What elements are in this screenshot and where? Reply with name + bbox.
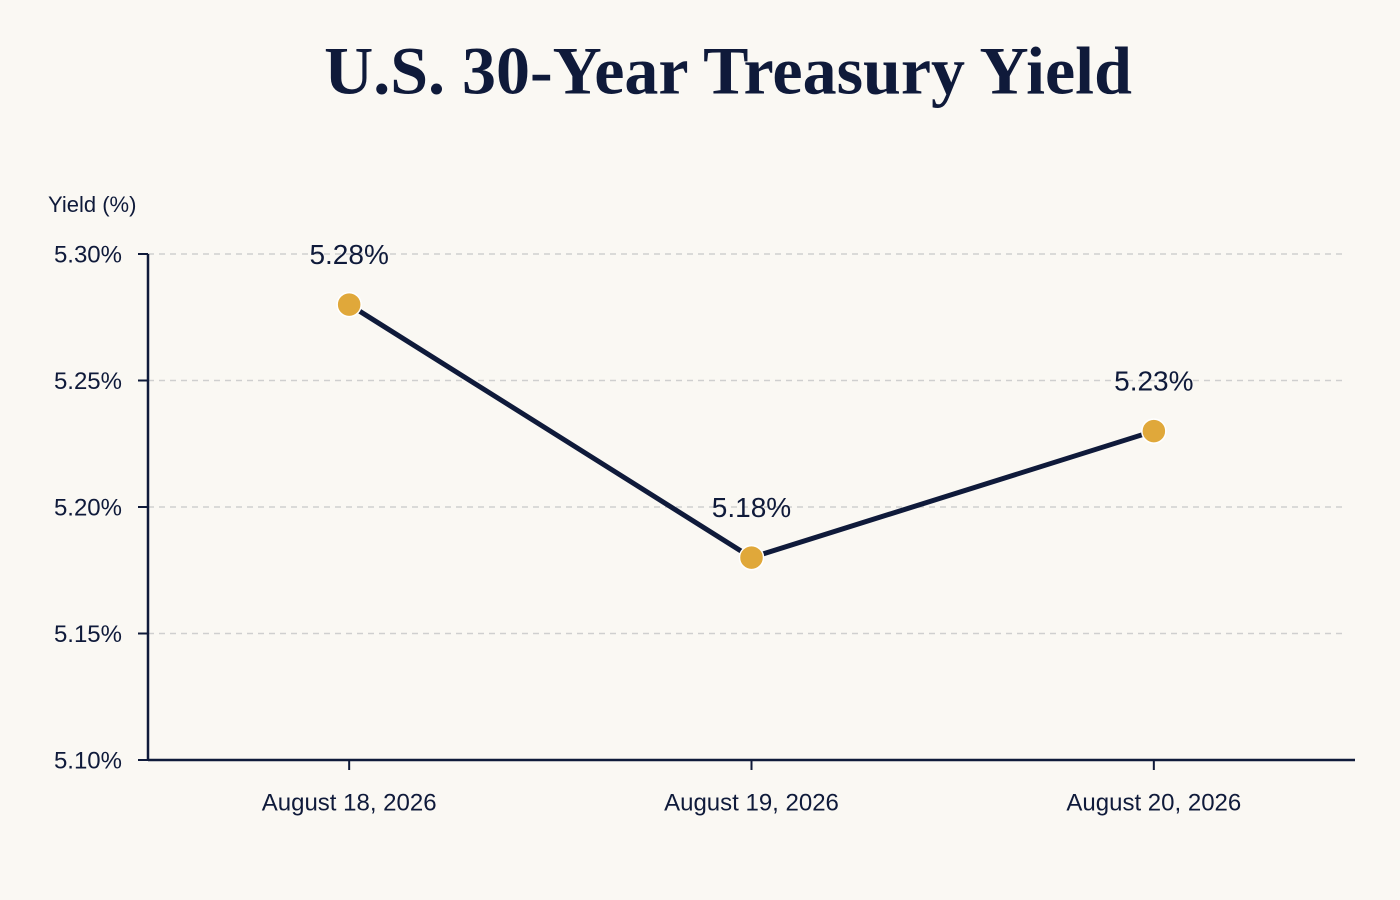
y-tick-label: 5.25% [54,368,122,395]
data-label: 5.23% [1114,365,1193,396]
y-axis-label: Yield (%) [48,192,136,217]
x-tick-label: August 20, 2026 [1066,789,1241,816]
chart-title: U.S. 30-Year Treasury Yield [324,33,1132,109]
point [1141,418,1167,444]
y-tick-label: 5.20% [54,494,122,521]
x-tick-label: August 19, 2026 [664,789,839,816]
x-tick-label: August 18, 2026 [262,789,437,816]
plot-area: 5.28% 5.18% 5.23% [309,239,1194,571]
data-label: 5.28% [309,239,388,270]
data-label: 5.18% [712,492,791,523]
point [738,544,765,571]
y-tick-label: 5.15% [54,621,122,648]
y-tick-label: 5.10% [54,747,122,774]
y-tick-label: 5.30% [54,241,122,268]
point [336,291,362,318]
